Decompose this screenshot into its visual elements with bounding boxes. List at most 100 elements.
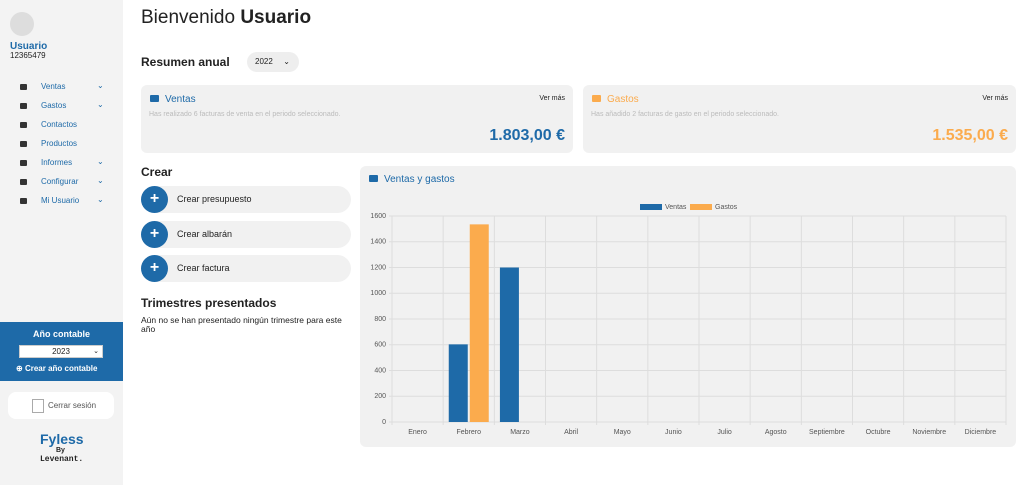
menu-label: Productos xyxy=(41,139,78,148)
plus-icon: + xyxy=(141,186,168,213)
menu-label: Configurar xyxy=(41,177,79,186)
menu-icon xyxy=(20,179,27,185)
menu-label: Mi Usuario xyxy=(41,196,80,205)
menu-chevron: ⌄ xyxy=(97,81,104,90)
menu-label: Informes xyxy=(41,158,73,167)
bar xyxy=(469,224,489,422)
plus-icon: + xyxy=(141,221,168,248)
create-button[interactable]: + Crear albarán xyxy=(141,221,351,248)
y-tick-label: 400 xyxy=(374,367,386,374)
cart-icon xyxy=(369,175,378,182)
x-tick-label: Junio xyxy=(665,429,682,436)
year-value: 2023 xyxy=(52,347,70,356)
greeting-name: Usuario xyxy=(240,7,312,28)
summary-card: Gastos Ver más Has añadido 2 facturas de g… xyxy=(583,85,1016,153)
logo-company: Levenant. xyxy=(40,455,84,464)
x-tick-label: Agosto xyxy=(765,429,787,436)
create-label: Crear albarán xyxy=(177,229,233,239)
y-tick-label: 0 xyxy=(382,419,386,426)
logo-by: By xyxy=(56,447,65,454)
create-button[interactable]: + Crear presupuesto xyxy=(141,186,351,213)
x-tick-label: Octubre xyxy=(866,429,891,436)
x-tick-label: Septiembre xyxy=(809,429,845,436)
legend-label: Gastos xyxy=(715,204,738,211)
menu-item[interactable]: Informes ⌄ xyxy=(0,157,123,169)
menu-item[interactable]: Configurar ⌄ xyxy=(0,176,123,188)
menu-icon xyxy=(20,103,27,109)
create-title: Crear xyxy=(141,165,173,179)
menu-icon xyxy=(20,160,27,166)
create-label: Crear factura xyxy=(177,263,230,273)
menu-item[interactable]: Mi Usuario ⌄ xyxy=(0,195,123,207)
year-title: Año contable xyxy=(32,329,90,339)
card-amount: 1.535,00 € xyxy=(932,127,1008,144)
y-tick-label: 1400 xyxy=(370,239,386,246)
card-title: Ventas xyxy=(165,94,196,105)
x-tick-label: Mayo xyxy=(614,429,631,436)
menu-icon xyxy=(20,141,27,147)
x-tick-label: Enero xyxy=(408,429,427,436)
create-label: Crear presupuesto xyxy=(177,194,252,204)
x-tick-label: Diciembre xyxy=(965,429,997,436)
greeting-text: Bienvenido xyxy=(141,7,236,28)
x-tick-label: Noviembre xyxy=(912,429,946,436)
card-icon xyxy=(592,95,601,102)
y-tick-label: 800 xyxy=(374,316,386,323)
card-amount: 1.803,00 € xyxy=(489,127,565,144)
menu-item[interactable]: Ventas ⌄ xyxy=(0,81,123,93)
sidebar: Usuario 12365479 Ventas ⌄ Gastos ⌄ Contactos… xyxy=(0,0,123,485)
summary-year-select[interactable]: 2022 ⌄ xyxy=(247,52,299,72)
legend-swatch xyxy=(640,204,662,210)
y-tick-label: 1000 xyxy=(370,290,386,297)
menu-label: Contactos xyxy=(41,120,78,129)
x-tick-label: Abril xyxy=(564,429,578,436)
logout-icon xyxy=(32,399,44,413)
menu-chevron: ⌄ xyxy=(97,176,104,185)
card-text: Has realizado 6 facturas de venta en el … xyxy=(149,111,341,118)
plus-icon: + xyxy=(141,255,168,282)
menu-icon xyxy=(20,122,27,128)
menu-chevron: ⌄ xyxy=(97,100,104,109)
summary-year: 2022 xyxy=(255,57,273,66)
card-link[interactable]: Ver más xyxy=(539,95,565,102)
create-button[interactable]: + Crear factura xyxy=(141,255,351,282)
menu-label: Gastos xyxy=(41,101,67,110)
card-link[interactable]: Ver más xyxy=(982,95,1008,102)
summary-title: Resumen anual xyxy=(141,55,230,69)
bar xyxy=(448,344,468,422)
logout-label: Cerrar sesión xyxy=(48,401,97,410)
year-box: Año contable 2023 ⌄ ⊕ Crear año contable xyxy=(0,322,123,381)
menu-icon xyxy=(20,198,27,204)
bar xyxy=(499,267,519,422)
y-tick-label: 600 xyxy=(374,342,386,349)
greeting: Bienvenido Usuario xyxy=(141,7,311,29)
x-tick-label: Febrero xyxy=(456,429,481,436)
menu-chevron: ⌄ xyxy=(97,195,104,204)
y-tick-label: 1600 xyxy=(370,213,386,220)
legend-swatch xyxy=(690,204,712,210)
menu-icon xyxy=(20,84,27,90)
card-title: Gastos xyxy=(607,94,639,105)
create-year[interactable]: ⊕ Crear año contable xyxy=(16,364,98,373)
summary-card: Ventas Ver más Has realizado 6 facturas de… xyxy=(141,85,573,153)
user-id: 12365479 xyxy=(10,51,46,60)
x-tick-label: Julio xyxy=(717,429,732,436)
menu-label: Ventas xyxy=(41,82,66,91)
menu-item[interactable]: Contactos xyxy=(0,119,123,131)
menu-item[interactable]: Gastos ⌄ xyxy=(0,100,123,112)
menu-item[interactable]: Productos xyxy=(0,138,123,150)
user-name: Usuario xyxy=(10,41,48,52)
logout-button[interactable]: Cerrar sesión xyxy=(8,392,114,419)
chart-title: Ventas y gastos xyxy=(384,174,455,185)
chart-panel: Ventas y gastos 0 200 400 600 800 1000 1200 140… xyxy=(360,166,1016,447)
avatar xyxy=(10,12,34,36)
y-tick-label: 1200 xyxy=(370,264,386,271)
chart: 0 200 400 600 800 1000 1200 1400 1600 Ventas Gasto… xyxy=(370,204,1007,436)
card-icon xyxy=(150,95,159,102)
quarters-text: Aún no se han presentado ningún trimestr… xyxy=(141,315,342,334)
quarters-title: Trimestres presentados xyxy=(141,296,277,310)
logo: Fyless xyxy=(40,431,84,447)
year-select[interactable]: 2023 ⌄ xyxy=(19,345,103,358)
create-year-label: Crear año contable xyxy=(24,364,98,373)
